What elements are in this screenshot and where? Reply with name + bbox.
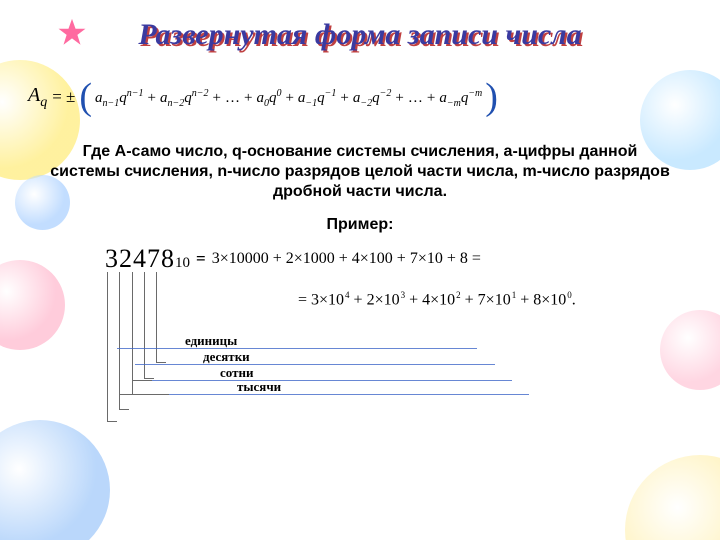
- bracket-connector: [119, 394, 169, 395]
- number-row: 32478 10 = 3×10000 + 2×1000 + 4×100 + 7×…: [105, 244, 720, 274]
- description-text: Где A-само число, q-основание системы сч…: [46, 142, 674, 202]
- formula-lhs: Aq: [28, 84, 47, 111]
- place-label: десятки: [203, 349, 250, 365]
- label-underline: [169, 394, 529, 395]
- expansion-line1: 3×10000 + 2×1000 + 4×100 + 7×10 + 8 =: [212, 250, 481, 268]
- example-block: 32478 10 = 3×10000 + 2×1000 + 4×100 + 7×…: [105, 244, 720, 444]
- formula-terms: an−1qn−1+an−2qn−2+…+a0q0+a−1q−1+a−2q−2+……: [93, 86, 484, 109]
- equals-sign: =: [190, 249, 212, 269]
- label-underline: [135, 364, 495, 365]
- example-base: 10: [175, 255, 190, 272]
- place-label: единицы: [185, 333, 237, 349]
- bracket-line: [107, 272, 117, 422]
- label-underline: [117, 348, 477, 349]
- close-paren: ): [484, 82, 499, 112]
- bracket-connector: [132, 380, 152, 381]
- label-underline: [152, 380, 512, 381]
- plus-minus: = ±: [47, 87, 78, 107]
- place-label: тысячи: [237, 379, 281, 395]
- example-number: 32478: [105, 244, 175, 274]
- expansion-line2: = 3×104 + 2×103 + 4×102 + 7×101 + 8×100.: [298, 290, 720, 309]
- page-title: Развернутая форма записи числа: [0, 0, 720, 52]
- bracket-line: [156, 272, 166, 363]
- open-paren: (: [78, 82, 93, 112]
- example-label: Пример:: [0, 216, 720, 234]
- bracket-line: [144, 272, 154, 379]
- bracket-line: [132, 272, 142, 395]
- title-text: Развернутая форма записи числа: [138, 18, 581, 51]
- main-formula: Aq = ± ( an−1qn−1+an−2qn−2+…+a0q0+a−1q−1…: [0, 82, 720, 112]
- bracket-line: [119, 272, 129, 410]
